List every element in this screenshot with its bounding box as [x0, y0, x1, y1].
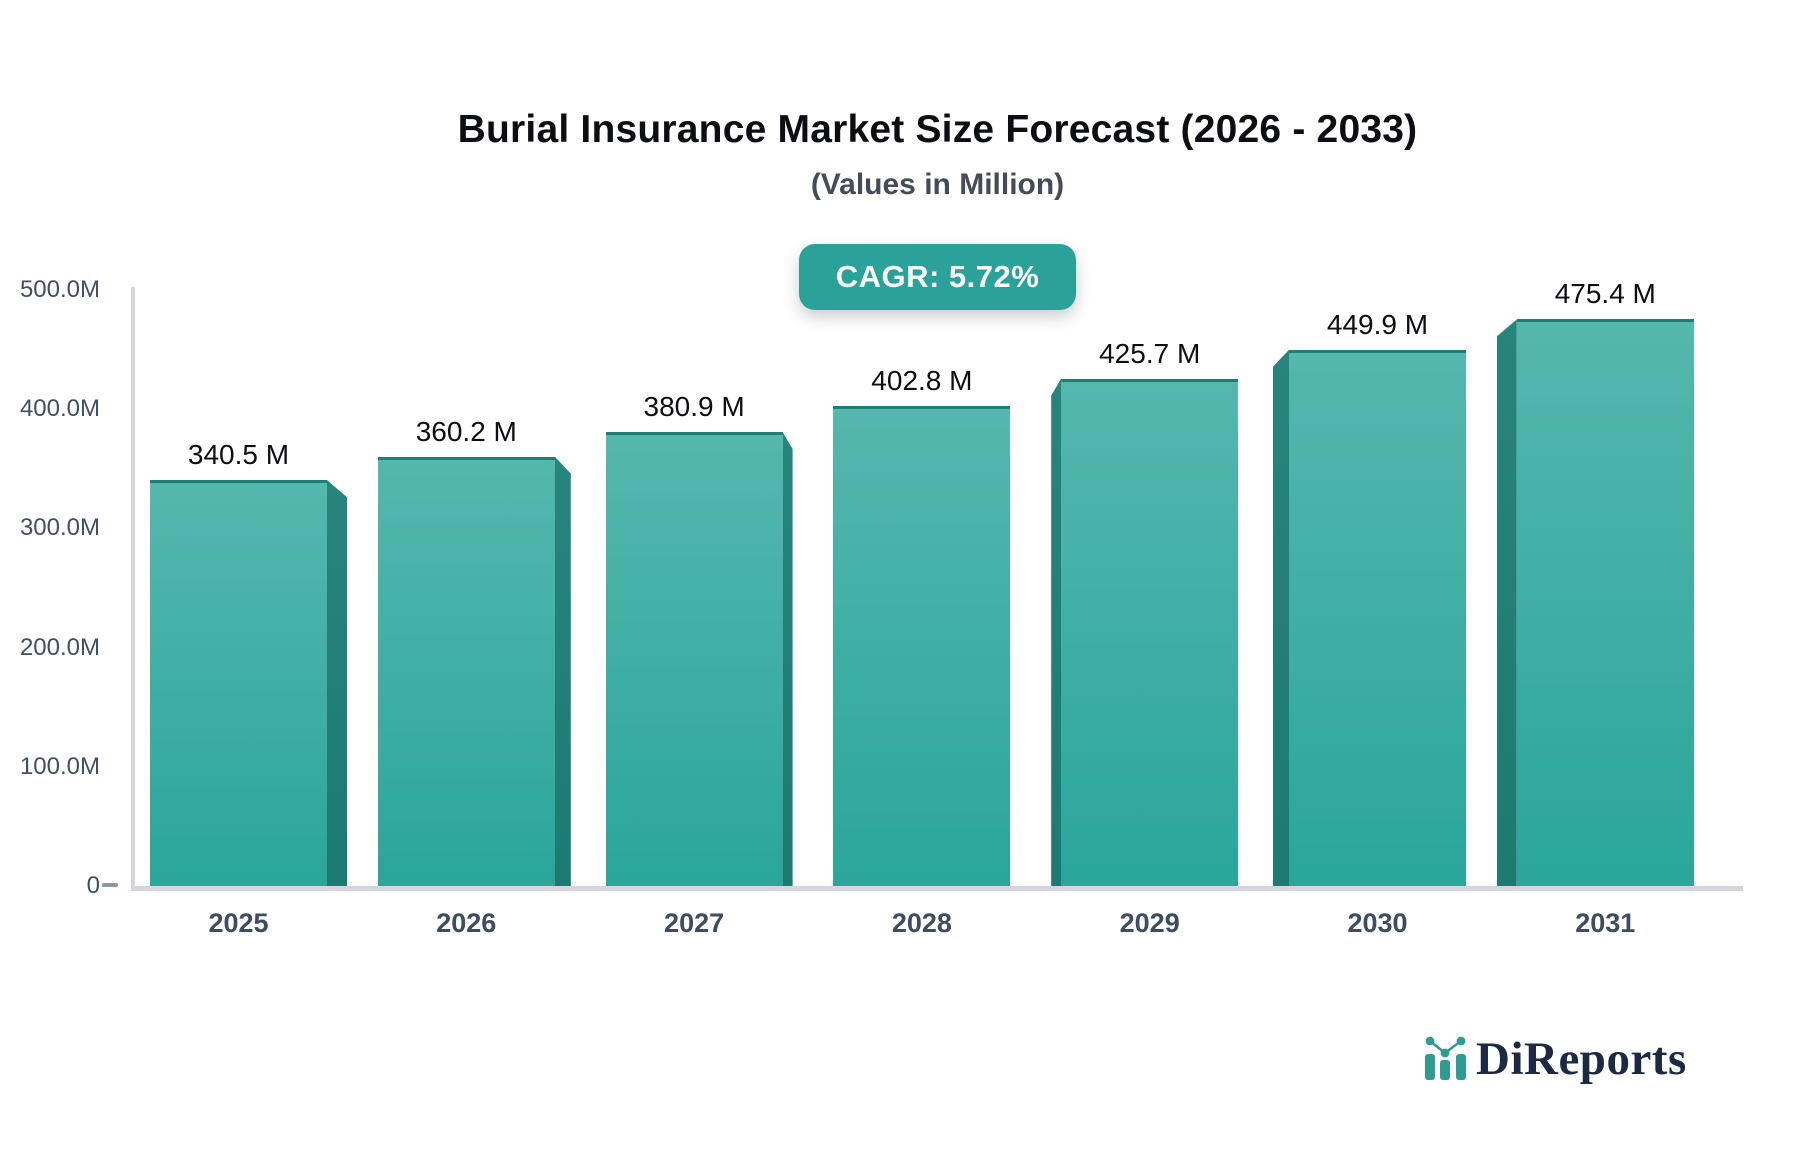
bar-2025: [150, 480, 327, 886]
bar-value-label: 360.2 M: [415, 415, 517, 447]
chart-subtitle: (Values in Million): [810, 168, 1065, 201]
bar-3d-side: [1496, 319, 1517, 886]
y-axis-label: 100.0M: [19, 752, 100, 780]
chart-title: Burial Insurance Market Size Forecast (2…: [457, 108, 1418, 151]
bar-value-label: 380.9 M: [643, 390, 745, 422]
x-axis-label: 2026: [436, 908, 497, 938]
y-axis-label: 500.0M: [19, 276, 100, 303]
bar-3d-side: [1273, 349, 1289, 886]
x-axis-label: 2028: [891, 908, 952, 938]
y-axis-label: 400.0M: [19, 395, 100, 423]
bar-2027: [605, 431, 783, 886]
bar-2030: [1289, 349, 1466, 886]
bar-3d-side: [327, 480, 347, 886]
bar-2028: [833, 405, 1011, 886]
bar-3d-side: [782, 431, 793, 886]
bar-2031: [1516, 319, 1694, 886]
y-axis-label: 0: [86, 872, 100, 899]
x-axis-label: 2027: [664, 908, 725, 938]
y-axis-line: [131, 287, 135, 888]
brand-logo-text: DiReports: [1476, 1033, 1687, 1085]
x-axis-label: 2029: [1119, 908, 1180, 938]
x-axis-label: 2025: [208, 908, 269, 938]
bar-chart-trend-icon: [1425, 1036, 1466, 1080]
bar-2026: [377, 456, 555, 886]
x-axis-baseline: [131, 886, 1743, 891]
zero-tick-dash: [102, 883, 118, 887]
bar-2029: [1061, 378, 1239, 886]
bar-3d-side: [1051, 378, 1062, 886]
y-axis-label: 200.0M: [19, 633, 100, 661]
bar-value-label: 425.7 M: [1099, 337, 1201, 369]
bar-value-label: 340.5 M: [187, 439, 290, 471]
cagr-badge: CAGR: 5.72%: [798, 244, 1077, 310]
bar-value-label: 475.4 M: [1554, 278, 1656, 310]
x-axis-label: 2031: [1575, 908, 1636, 938]
y-axis-label: 300.0M: [19, 514, 100, 542]
brand-logo: DiReports: [1424, 1033, 1687, 1083]
bar-3d-side: [554, 456, 571, 886]
x-axis-label: 2030: [1347, 908, 1408, 938]
bar-value-label: 402.8 M: [871, 364, 973, 396]
bar-value-label: 449.9 M: [1326, 308, 1429, 340]
chart-header: Burial Insurance Market Size Forecast (2…: [133, 0, 1742, 310]
